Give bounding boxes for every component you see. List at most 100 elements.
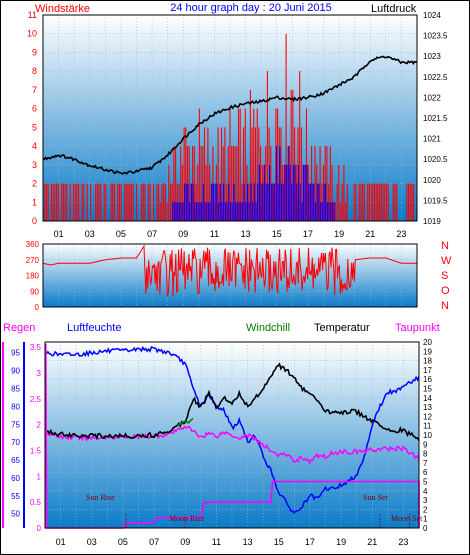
temp-axis-tick: 5 [423, 478, 428, 487]
hour-tick-bottom: 03 [87, 537, 97, 547]
temp-axis-tick: 12 [423, 412, 432, 421]
wind-axis-tick: 4 [32, 141, 37, 151]
windstaerke-label: Windstärke [35, 3, 90, 15]
temp-axis-tick: 7 [423, 459, 428, 468]
hour-tick: 03 [85, 229, 95, 239]
hour-tick: 05 [116, 229, 126, 239]
temp-axis-tick: 3 [423, 496, 428, 505]
temp-axis-tick: 2 [423, 505, 428, 514]
pressure-line [42, 55, 417, 176]
pressure-axis-tick: 1023.5 [423, 32, 448, 41]
wind-axis-tick: 8 [32, 66, 37, 76]
hour-tick-bottom: 05 [118, 537, 128, 547]
hour-tick-bottom: 17 [305, 537, 315, 547]
hour-tick-bottom: 11 [212, 537, 221, 547]
temp-axis-tick: 9 [423, 440, 428, 449]
pressure-axis-tick: 1020.5 [423, 155, 448, 164]
temp-axis-tick: 18 [423, 357, 432, 366]
humidity-axis-tick: 65 [11, 456, 20, 465]
wind-axis-tick: 10 [27, 29, 37, 39]
hour-tick: 09 [178, 229, 188, 239]
direction-axis-tick: 0 [35, 303, 40, 312]
climate-panel-border [44, 341, 420, 529]
wind-pressure-panel-border [42, 14, 418, 222]
hour-tick-bottom: 01 [56, 537, 66, 547]
humidity-axis-tick: 55 [11, 492, 20, 501]
rain-axis-tick: 1.5 [30, 447, 42, 456]
hour-tick: 01 [54, 229, 64, 239]
temperatur-label: Temperatur [314, 322, 370, 334]
windchill-line [177, 417, 194, 427]
temp-axis-tick: 8 [423, 450, 428, 459]
rain-axis-tick: 2 [37, 421, 42, 430]
hour-tick: 23 [396, 229, 406, 239]
temp-axis-tick: 11 [423, 422, 432, 431]
sun-rise-label: Sun Rise [86, 493, 115, 502]
wind-axis-tick: 2 [32, 179, 37, 189]
hour-tick: 19 [334, 229, 344, 239]
taupunkt-label: Taupunkt [395, 322, 440, 334]
temp-axis-tick: 13 [423, 403, 432, 412]
rain-axis-tick: 3.5 [30, 343, 42, 352]
humidity-line [44, 345, 420, 515]
hour-tick-bottom: 15 [274, 537, 284, 547]
humidity-axis-tick: 75 [11, 420, 20, 429]
temp-axis-tick: 4 [423, 487, 428, 496]
humidity-axis-tick: 50 [11, 510, 20, 519]
pressure-axis-tick: 1021.5 [423, 114, 448, 123]
pressure-axis-tick: 1021 [423, 135, 441, 144]
temperature-line [44, 362, 420, 442]
pressure-axis-tick: 1019.5 [423, 196, 448, 205]
wind-axis-tick: 6 [32, 104, 37, 114]
rain-axis-tick: 0 [37, 524, 42, 533]
wind-axis-tick: 5 [32, 122, 37, 132]
moon-set-label: Moon Set [391, 514, 423, 523]
humidity-axis-tick: 80 [11, 402, 20, 411]
temp-axis-tick: 17 [423, 366, 432, 375]
sun-set-label: Sun Set [363, 493, 388, 502]
hour-tick: 11 [210, 229, 219, 239]
compass-label: N [441, 300, 449, 312]
rain-axis-tick: 0.5 [30, 498, 42, 507]
wind-direction-line [42, 244, 417, 298]
pressure-axis-tick: 1024 [423, 11, 441, 20]
humidity-axis-tick: 95 [11, 349, 20, 358]
hour-tick: 07 [147, 229, 157, 239]
hour-tick-bottom: 13 [243, 537, 253, 547]
hour-tick-bottom: 23 [398, 537, 408, 547]
hour-tick: 13 [241, 229, 251, 239]
rain-axis-tick: 2.5 [30, 395, 42, 404]
rain-axis-tick: 3 [37, 369, 42, 378]
hour-tick-bottom: 19 [336, 537, 346, 547]
temp-axis-tick: 15 [423, 385, 432, 394]
temp-axis-tick: 10 [423, 431, 432, 440]
temp-axis-tick: 6 [423, 468, 428, 477]
compass-label: N [441, 240, 449, 252]
direction-axis-tick: 90 [30, 287, 39, 296]
compass-label: O [441, 285, 450, 297]
wind-axis-tick: 1 [32, 197, 37, 207]
luftfeuchte-label: Luftfeuchte [67, 322, 121, 334]
rain-axis-tick: 1 [37, 472, 42, 481]
humidity-axis-tick: 90 [11, 367, 20, 376]
compass-label: S [441, 270, 448, 282]
humidity-axis-tick: 70 [11, 438, 20, 447]
chart-title: 24 hour graph day : 20 Juni 2015 [170, 2, 331, 14]
hour-tick-bottom: 07 [149, 537, 159, 547]
compass-label: W [441, 255, 452, 267]
hour-tick: 17 [303, 229, 313, 239]
wind-axis-tick: 7 [32, 85, 37, 95]
wind-axis-tick: 11 [28, 10, 37, 20]
temp-axis-tick: 0 [423, 524, 428, 533]
wind-axis-tick: 9 [32, 47, 37, 57]
hour-tick: 21 [365, 229, 375, 239]
pressure-axis-tick: 1023 [423, 52, 441, 61]
moon-rise-label: Moon Rise [169, 514, 205, 523]
temp-axis-tick: 1 [423, 515, 428, 524]
hour-tick-bottom: 09 [180, 537, 190, 547]
pressure-axis-tick: 1019 [423, 217, 441, 226]
pressure-axis-tick: 1022 [423, 93, 441, 102]
temp-axis-tick: 19 [423, 347, 432, 356]
